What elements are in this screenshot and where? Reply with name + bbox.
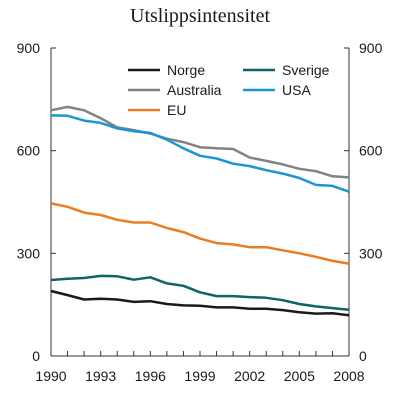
series-line-sverige bbox=[50, 274, 350, 312]
series-line-eu bbox=[50, 202, 350, 265]
series-line-australia bbox=[50, 105, 350, 179]
chart-title: Utslippsintensitet bbox=[130, 5, 270, 27]
legend-label-usa: USA bbox=[282, 82, 311, 98]
x-tick-label: 1996 bbox=[135, 368, 166, 384]
legend: Norge Sverige Australia USA EU bbox=[128, 62, 330, 118]
x-tick-label: 1990 bbox=[35, 368, 66, 384]
y-tick-label-left: 900 bbox=[17, 40, 41, 56]
x-tick-label: 2008 bbox=[333, 368, 364, 384]
legend-label-norge: Norge bbox=[167, 62, 205, 78]
y-tick-label-right: 300 bbox=[359, 245, 383, 261]
x-tick-label: 2005 bbox=[284, 368, 315, 384]
y-tick-label-right: 900 bbox=[359, 40, 383, 56]
axis-ticks: 0 0 300 300 600 600 900 900 1990 1993 1996 1999 2002… bbox=[17, 40, 383, 384]
y-tick-label-right: 600 bbox=[359, 143, 383, 159]
x-tick-label: 1993 bbox=[85, 368, 116, 384]
y-tick-label-left: 600 bbox=[17, 143, 41, 159]
x-tick-label: 1999 bbox=[184, 368, 215, 384]
legend-label-sverige: Sverige bbox=[282, 62, 330, 78]
series-lines bbox=[50, 105, 350, 317]
series-line-usa bbox=[50, 114, 350, 193]
series-line-norge bbox=[50, 289, 350, 317]
y-tick-label-left: 300 bbox=[17, 245, 41, 261]
x-tick-label: 2002 bbox=[234, 368, 265, 384]
legend-label-eu: EU bbox=[167, 102, 186, 118]
y-tick-label-left: 0 bbox=[32, 348, 40, 364]
y-tick-label-right: 0 bbox=[359, 348, 367, 364]
legend-label-australia: Australia bbox=[167, 82, 222, 98]
